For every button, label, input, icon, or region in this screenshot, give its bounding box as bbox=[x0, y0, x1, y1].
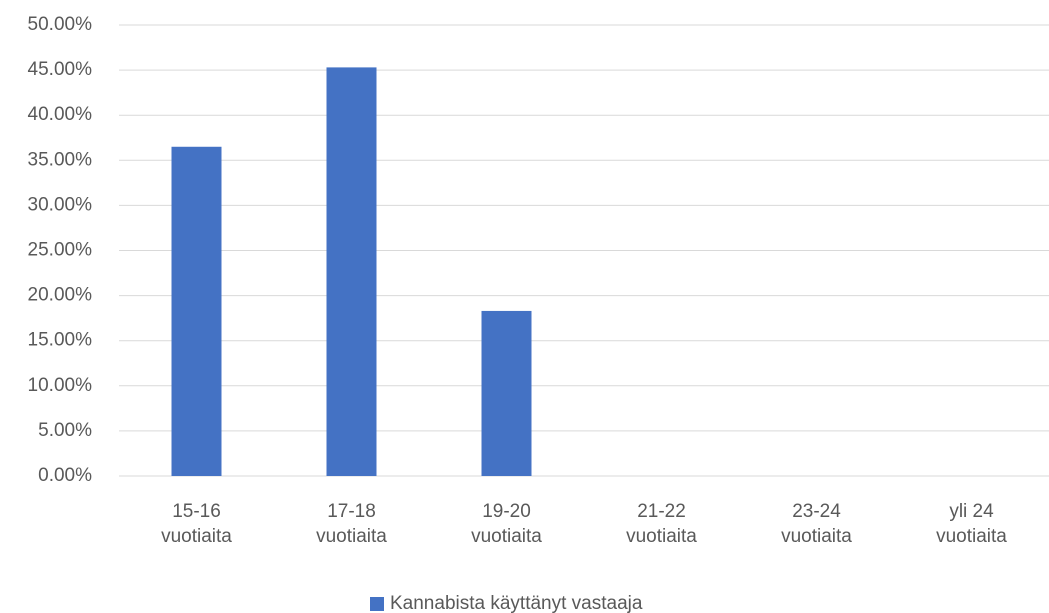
bar bbox=[481, 310, 532, 476]
bar bbox=[171, 146, 222, 476]
y-tick-label: 20.00% bbox=[28, 285, 93, 306]
y-tick-label: 45.00% bbox=[28, 59, 93, 80]
y-tick-label: 10.00% bbox=[28, 375, 93, 396]
x-tick-label: yli 24 vuotiaita bbox=[936, 501, 1007, 547]
y-tick-label: 15.00% bbox=[28, 330, 93, 351]
x-tick-label: 17-18 vuotiaita bbox=[316, 501, 387, 547]
y-tick-label: 40.00% bbox=[28, 104, 93, 125]
y-tick-label: 30.00% bbox=[28, 194, 93, 215]
y-tick-label: 0.00% bbox=[38, 465, 92, 486]
y-tick-label: 5.00% bbox=[38, 420, 92, 441]
y-tick-label: 25.00% bbox=[28, 240, 93, 261]
legend-label: Kannabista käyttänyt vastaaja bbox=[390, 593, 643, 613]
y-tick-label: 35.00% bbox=[28, 149, 93, 170]
x-tick-label: 19-20 vuotiaita bbox=[471, 501, 542, 547]
bar bbox=[326, 67, 377, 477]
x-tick-label: 23-24 vuotiaita bbox=[781, 501, 852, 547]
legend-swatch bbox=[370, 597, 384, 611]
x-tick-label: 15-16 vuotiaita bbox=[161, 501, 232, 547]
x-tick-label: 21-22 vuotiaita bbox=[626, 501, 697, 547]
y-tick-label: 50.00% bbox=[28, 14, 93, 35]
